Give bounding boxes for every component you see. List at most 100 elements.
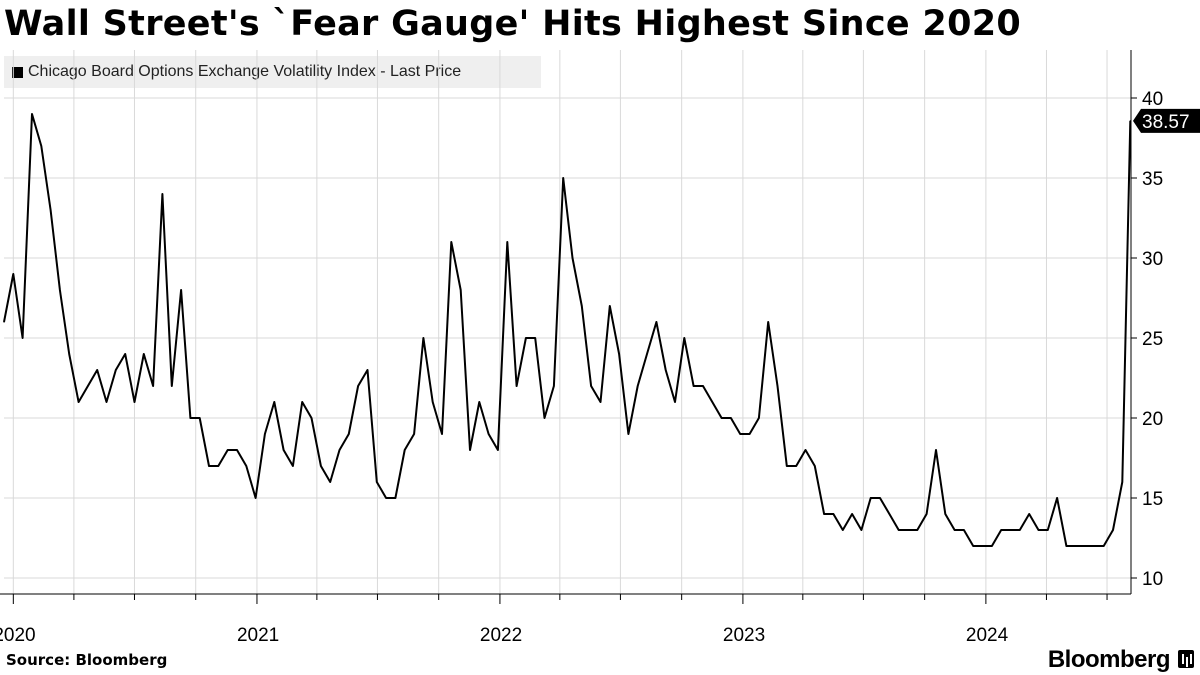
vix-data-point <box>646 353 648 355</box>
vix-data-point <box>180 289 182 291</box>
vix-data-point <box>907 529 909 531</box>
vix-data-point <box>562 177 564 179</box>
y-tick-label: 35 <box>1142 169 1163 190</box>
vix-data-point <box>50 209 52 211</box>
vix-data-point <box>320 465 322 467</box>
vix-data-point <box>199 417 201 419</box>
vix-data-point <box>283 449 285 451</box>
vix-data-point <box>478 401 480 403</box>
vix-data-point <box>105 401 108 403</box>
vix-data-point <box>665 369 667 371</box>
vix-data-point <box>804 449 807 451</box>
source-note: Source: Bloomberg <box>6 651 168 669</box>
vix-data-point <box>497 449 499 451</box>
vix-data-point <box>413 433 415 435</box>
vix-data-point <box>432 401 434 403</box>
vix-series-line <box>3 113 1132 547</box>
vix-data-point <box>1103 545 1105 547</box>
vix-data-point <box>860 529 863 531</box>
vix-data-point <box>366 369 369 371</box>
vix-data-point <box>786 465 788 467</box>
vix-data-point <box>795 465 797 467</box>
vix-data-point <box>776 385 779 387</box>
vix-data-point <box>926 513 928 515</box>
vix-data-point <box>954 529 956 531</box>
vix-data-point <box>59 289 61 291</box>
vix-data-point <box>264 433 266 435</box>
vix-data-point <box>1075 545 1077 547</box>
vix-data-point <box>814 465 816 467</box>
vix-data-point <box>310 417 313 419</box>
vix-data-point <box>711 401 713 403</box>
vix-data-point <box>161 193 163 195</box>
vix-data-point <box>525 337 527 339</box>
vix-data-point <box>376 481 378 483</box>
x-tick-label: 2020 <box>0 625 36 646</box>
vix-data-point <box>749 433 751 435</box>
vix-data-point <box>823 513 825 515</box>
vix-data-point <box>124 353 126 355</box>
x-tick-label: 2024 <box>966 625 1009 646</box>
vix-data-point <box>739 433 741 435</box>
vix-data-point <box>96 369 98 371</box>
vix-data-point <box>1000 529 1002 531</box>
vix-data-point <box>627 433 630 435</box>
vix-data-point <box>469 449 471 451</box>
vix-data-point <box>87 385 89 387</box>
vix-data-point <box>637 385 639 387</box>
vix-data-point <box>609 305 611 307</box>
vix-data-point <box>329 481 331 483</box>
vix-data-point <box>851 513 853 515</box>
vix-data-point <box>404 449 406 451</box>
vix-data-point <box>422 337 424 339</box>
vix-data-point <box>1047 529 1049 531</box>
vix-data-point <box>1084 545 1086 547</box>
vix-data-point <box>916 529 918 531</box>
vix-data-point <box>273 401 275 403</box>
vix-data-point <box>1121 481 1123 483</box>
vix-data-point <box>171 385 173 387</box>
vix-data-point <box>963 529 965 531</box>
vix-data-point <box>255 497 257 499</box>
vix-data-point <box>516 385 518 387</box>
legend-swatch <box>12 66 23 78</box>
vix-data-point <box>972 545 974 547</box>
vix-data-point <box>991 545 993 547</box>
x-tick-label: 2023 <box>723 625 765 646</box>
vix-data-point <box>543 417 546 419</box>
vix-data-point <box>618 353 620 355</box>
vix-data-point <box>1065 545 1067 547</box>
vix-data-point <box>338 449 341 451</box>
vix-data-point <box>460 289 462 291</box>
vix-data-point <box>31 113 33 115</box>
vix-data-point <box>879 497 881 499</box>
vix-data-point <box>1037 529 1040 531</box>
vix-data-point <box>553 385 555 387</box>
vix-data-point <box>68 353 70 355</box>
vix-data-point <box>842 529 844 531</box>
vix-data-point <box>888 513 891 515</box>
vix-data-point <box>450 241 452 243</box>
vix-data-point <box>143 353 145 355</box>
vix-data-point <box>581 305 583 307</box>
vix-data-point <box>152 385 154 387</box>
vix-data-point <box>217 465 219 467</box>
vix-data-point <box>208 465 210 467</box>
vix-data-point <box>292 465 294 467</box>
vix-data-point <box>385 497 387 499</box>
vix-data-point <box>357 385 359 387</box>
vix-data-point <box>394 497 396 499</box>
vix-data-point <box>1019 529 1021 531</box>
vix-data-point <box>599 401 602 403</box>
y-tick-label: 20 <box>1142 409 1163 430</box>
vix-data-point <box>133 401 136 403</box>
x-tick-label: 2021 <box>237 625 279 646</box>
vix-data-point <box>301 401 303 403</box>
vix-data-point <box>245 465 247 467</box>
last-value-badge <box>1133 108 1200 133</box>
vix-data-point <box>348 433 350 435</box>
vix-data-point <box>1028 513 1030 515</box>
vix-data-point <box>534 337 536 339</box>
vix-data-point <box>3 321 5 323</box>
y-tick-label: 25 <box>1142 329 1163 350</box>
